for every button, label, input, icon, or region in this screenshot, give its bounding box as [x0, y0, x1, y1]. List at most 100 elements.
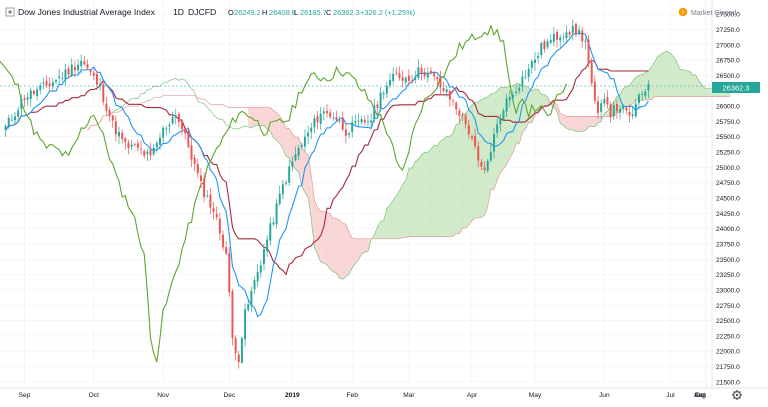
candle [455, 101, 458, 115]
cloud-segment [364, 238, 368, 253]
candle [615, 98, 618, 119]
candle [159, 132, 161, 151]
candle [445, 85, 448, 97]
candle [316, 111, 319, 130]
candle [140, 141, 143, 155]
candle [184, 126, 187, 140]
cloud-segment [629, 80, 633, 107]
candle [417, 59, 420, 80]
candle [363, 115, 366, 126]
cloud-segment [588, 116, 592, 127]
cloud-segment [399, 184, 403, 239]
candle [474, 128, 477, 150]
candle [385, 81, 388, 99]
candle [281, 180, 284, 199]
cloud-segment [692, 74, 696, 97]
candle [29, 87, 32, 107]
candle [590, 57, 593, 87]
candle [143, 148, 146, 160]
candle [489, 144, 492, 163]
cloud-segment [402, 180, 406, 238]
candle [288, 159, 291, 186]
candle [348, 131, 351, 139]
candle [23, 94, 26, 107]
candle [152, 143, 155, 157]
candle [244, 303, 247, 348]
price-tick-label: 27250.0 [716, 27, 740, 34]
cloud-segment [276, 112, 280, 144]
candle [190, 139, 193, 167]
candle [253, 276, 256, 295]
cloud-segment [248, 107, 252, 129]
cloud-segment [254, 107, 258, 126]
cloud-segment [516, 83, 520, 144]
candle [256, 264, 259, 288]
candle [546, 38, 549, 50]
price-tick-label: 26750.0 [716, 58, 740, 65]
cloud-segment [563, 114, 567, 129]
candle [565, 25, 568, 44]
candle [344, 123, 347, 144]
cloud-segment [478, 99, 482, 218]
cloud-segment [626, 85, 630, 107]
cloud-segment [560, 113, 564, 126]
cloud-segment [336, 218, 340, 279]
price-tick-label: 24000.0 [716, 226, 740, 233]
candle [20, 94, 23, 117]
candle [322, 107, 325, 121]
candle [294, 146, 297, 162]
cloud-segment [679, 69, 684, 97]
candle [628, 104, 631, 123]
candle [401, 70, 404, 88]
settings-gear-icon[interactable] [732, 390, 742, 400]
cloud-segment [582, 116, 586, 132]
cloud-segment [689, 71, 693, 97]
candle [439, 70, 442, 96]
candle [483, 161, 486, 174]
candle [631, 107, 634, 120]
candle [26, 92, 29, 106]
candle [247, 298, 250, 312]
price-axis[interactable]: 21500.0 21750.0 22000.0 22250.0 22500.0 22750… [716, 12, 740, 387]
market-status: ! Market Closed [678, 7, 736, 17]
cloud-segment [311, 175, 315, 248]
cloud-segment [286, 128, 290, 159]
price-tick-label: 22750.0 [716, 303, 740, 310]
time-tick-label: Nov [157, 392, 169, 399]
candle [278, 185, 281, 206]
base-line [5, 59, 649, 276]
cloud-segment [393, 196, 397, 239]
candle [442, 81, 445, 93]
candle [215, 206, 218, 221]
candle [206, 190, 209, 198]
cloud-segment [686, 70, 690, 97]
time-tick-label: Jul [666, 392, 675, 399]
cloud-segment [648, 66, 652, 100]
cloud-segment [424, 152, 428, 237]
cloud-segment [575, 116, 580, 132]
candle [606, 90, 609, 109]
cloud-segment [390, 200, 394, 239]
cloud-segment [638, 74, 643, 101]
cloud-segment [522, 86, 526, 133]
candle [373, 98, 376, 123]
candle [86, 59, 89, 70]
candle [83, 56, 86, 66]
candle [262, 243, 265, 271]
cloud-segment [657, 54, 662, 97]
candle [250, 286, 253, 313]
time-axis[interactable]: Sep Oct Nov Dec 2019 Feb Mar Apr May Jun Jul AugSep… [19, 392, 707, 399]
cloud-segment [289, 128, 293, 166]
candle [130, 139, 133, 150]
cloud-segment [598, 116, 602, 123]
cloud-segment [263, 107, 268, 130]
candle [461, 112, 464, 121]
candle [411, 74, 414, 84]
price-tick-label: 26000.0 [716, 104, 740, 111]
cloud-segment [339, 220, 343, 280]
price-tick-label: 22000.0 [716, 349, 740, 356]
collapse-icon[interactable] [5, 7, 15, 17]
cloud-segment [557, 104, 561, 124]
cloud-segment [408, 168, 413, 237]
